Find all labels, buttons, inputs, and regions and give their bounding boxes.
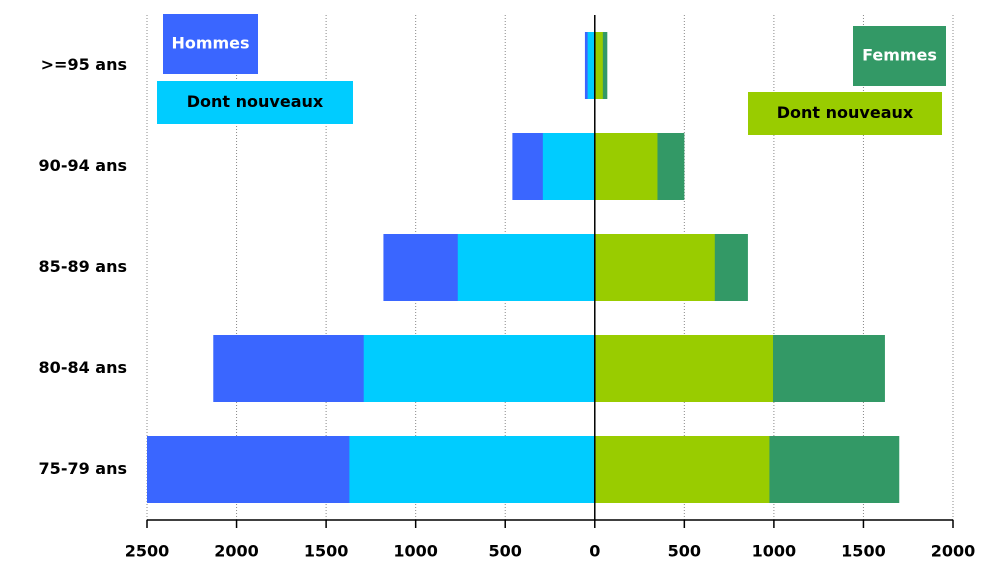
bar	[594, 32, 603, 99]
legend-swatch	[748, 92, 942, 135]
x-tick-label: 1000	[752, 542, 797, 561]
legend-swatch	[853, 26, 946, 86]
x-tick-label: 1500	[841, 542, 886, 561]
legend-swatch	[163, 14, 258, 74]
bar	[594, 335, 773, 402]
legend-label: Hommes	[171, 34, 249, 53]
x-tick-label: 0	[589, 542, 600, 561]
legend-swatch	[157, 81, 353, 124]
y-tick-label: >=95 ans	[41, 55, 127, 74]
y-tick-label: 90-94 ans	[39, 156, 127, 175]
x-tick-label: 500	[489, 542, 522, 561]
x-tick-label: 1500	[304, 542, 349, 561]
bar	[349, 436, 595, 503]
y-tick-label: 75-79 ans	[39, 459, 127, 478]
bar	[457, 234, 595, 301]
x-tick-label: 2000	[214, 542, 259, 561]
bar	[363, 335, 595, 402]
bar	[594, 234, 715, 301]
x-tick-label: 2000	[931, 542, 976, 561]
legend-label: Dont nouveaux	[187, 92, 324, 111]
legend-label: Femmes	[862, 46, 937, 65]
bar	[542, 133, 595, 200]
bar	[594, 133, 658, 200]
y-tick-label: 85-89 ans	[39, 257, 127, 276]
bar	[587, 32, 595, 99]
bar	[594, 436, 770, 503]
x-tick-label: 500	[668, 542, 701, 561]
x-tick-label: 2500	[125, 542, 170, 561]
legend-label: Dont nouveaux	[777, 103, 914, 122]
x-tick-label: 1000	[393, 542, 438, 561]
y-tick-label: 80-84 ans	[39, 358, 127, 377]
